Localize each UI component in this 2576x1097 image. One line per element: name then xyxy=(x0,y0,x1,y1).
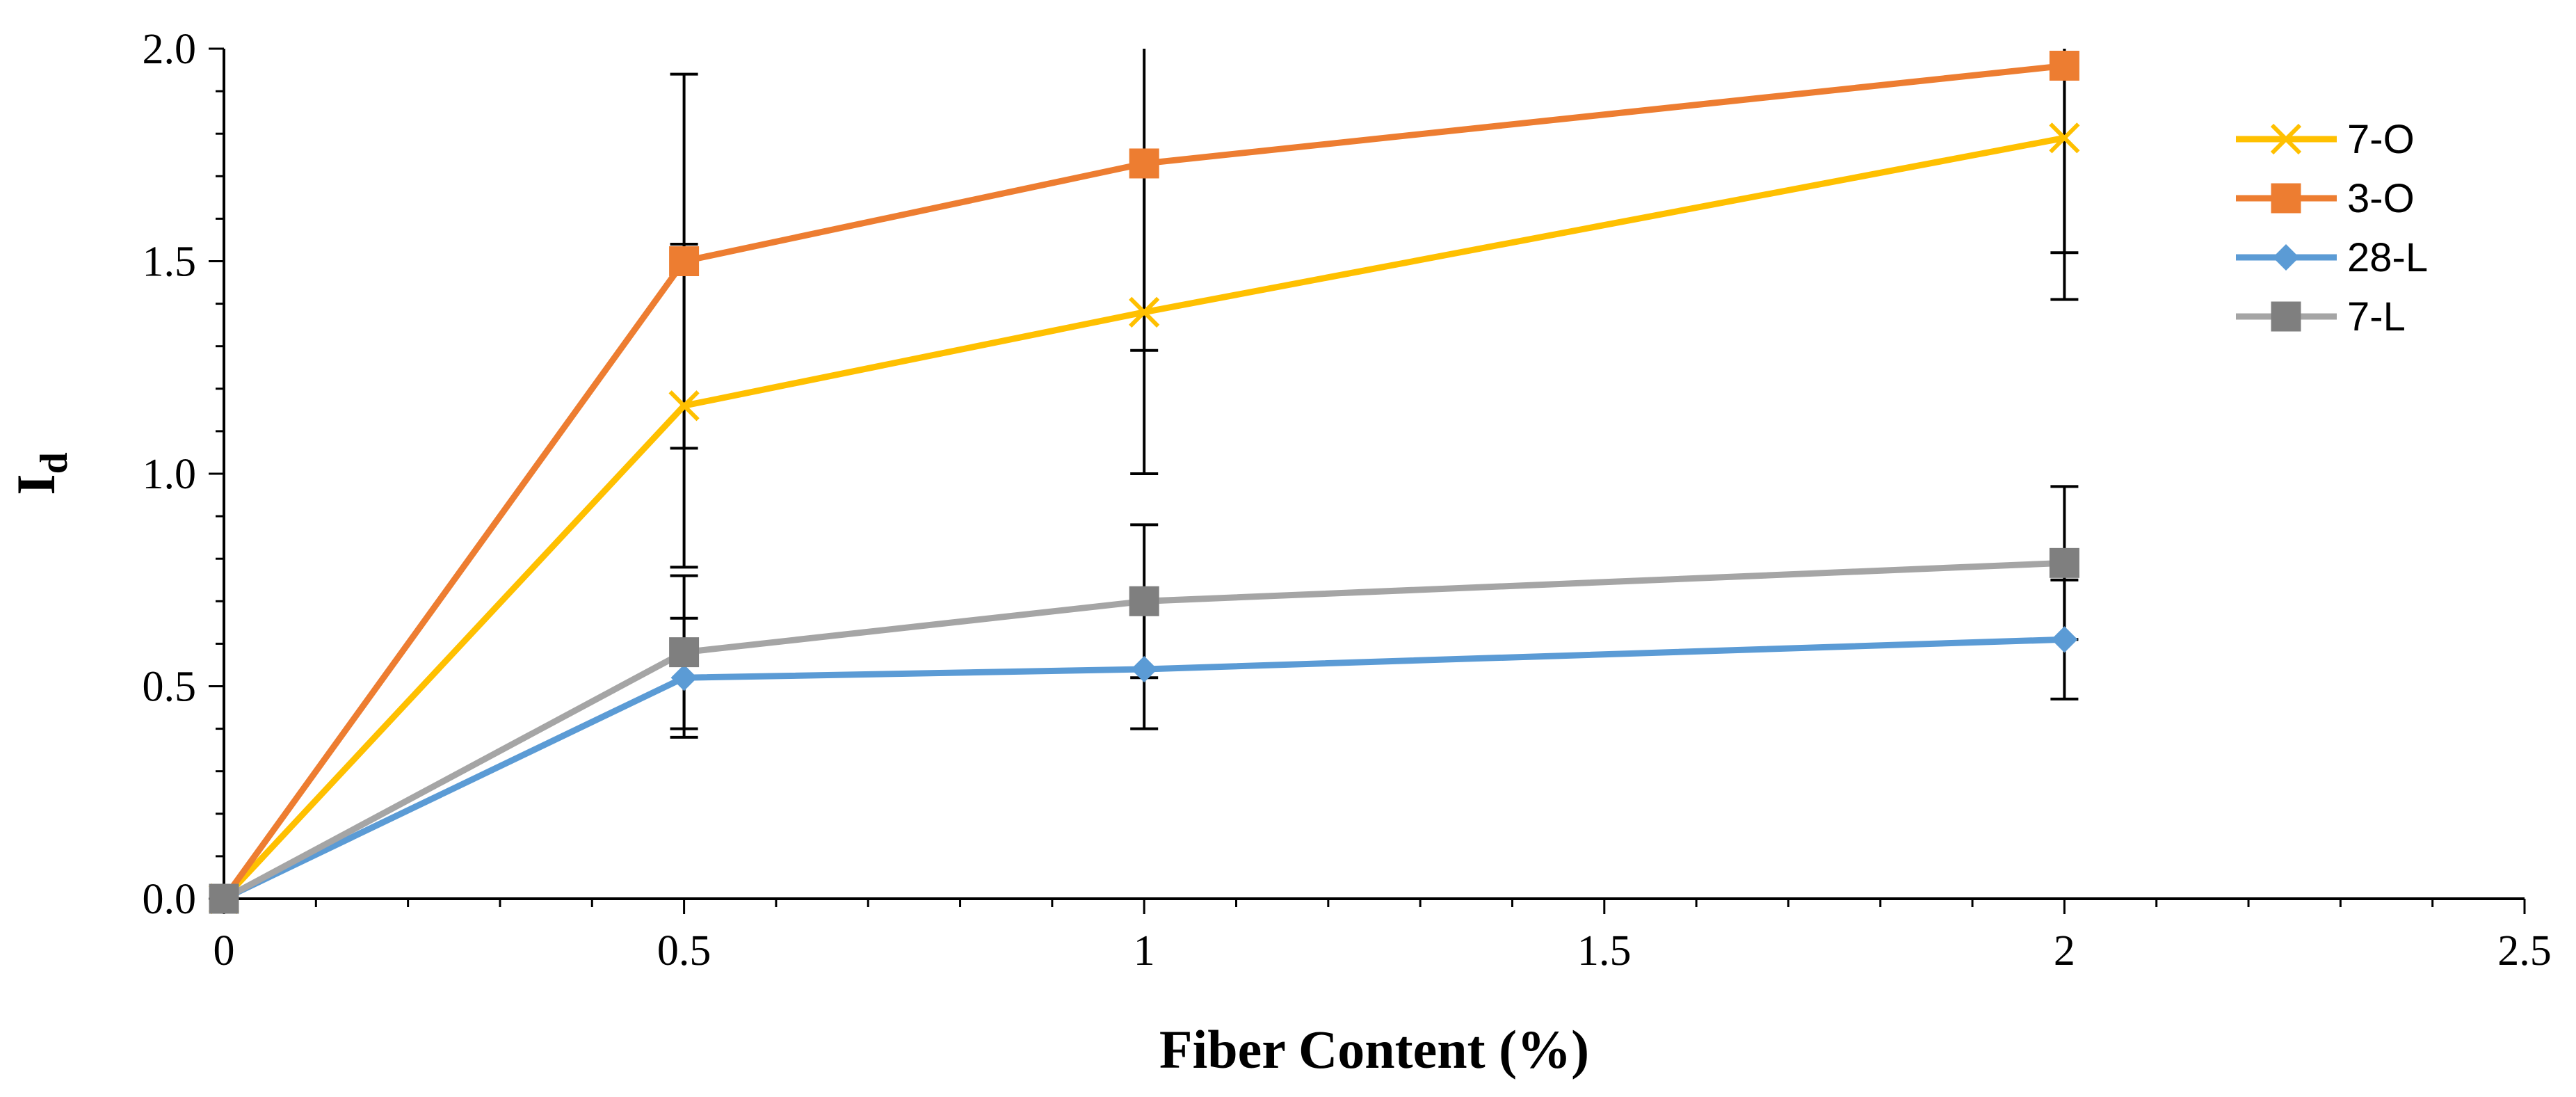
data-point-7-o xyxy=(668,390,700,422)
legend-item-3-o: 3-O xyxy=(2236,176,2415,221)
y-axis-title: Id xyxy=(6,452,76,495)
data-point-3-o xyxy=(2049,50,2079,81)
series-line-7-o xyxy=(221,134,2066,902)
x-tick-label: 1.5 xyxy=(1577,927,1632,975)
y-axis-title-subscript: d xyxy=(33,452,76,474)
tick-labels-layer: 0 0.5 1 1.5 2 2.5 0.0 0.5 1.0 1.5 2.0 xyxy=(143,26,2552,975)
legend-swatch-marker xyxy=(2271,301,2301,332)
legend-item-7-l: 7-L xyxy=(2236,294,2406,339)
series-markers-layer xyxy=(208,50,2080,915)
legend-label: 7-L xyxy=(2347,294,2406,339)
data-point-3-o xyxy=(1129,148,1159,179)
y-tick-label: 0.0 xyxy=(143,876,197,923)
data-point-7-l xyxy=(2049,547,2079,578)
legend-label: 7-O xyxy=(2347,117,2415,162)
data-point-7-l xyxy=(1129,586,1159,616)
data-point-7-o xyxy=(2049,122,2080,154)
data-point-28-l xyxy=(670,664,698,691)
series-line-3-o xyxy=(221,62,2065,901)
x-tick-label: 0 xyxy=(214,927,235,975)
error-bar-3-o xyxy=(1130,49,1159,352)
x-tick-label: 0.5 xyxy=(657,927,711,975)
legend: 7-O 3-O 28-L 7-L xyxy=(2236,117,2428,339)
x-marker-stroke xyxy=(2049,122,2080,154)
legend-label: 28-L xyxy=(2347,235,2428,280)
x-marker-stroke xyxy=(668,390,700,422)
x-marker-stroke xyxy=(2270,123,2302,155)
data-point-28-l xyxy=(1131,656,1158,683)
error-bars-layer xyxy=(670,49,2079,739)
x-marker-stroke xyxy=(1129,296,1160,328)
legend-swatch-marker xyxy=(2273,244,2299,271)
x-axis-title: Fiber Content (%) xyxy=(1159,1019,1589,1080)
series-line-7-l xyxy=(222,559,2065,902)
data-point-7-l xyxy=(669,637,700,668)
axes-layer xyxy=(209,47,2526,914)
y-tick-label: 0.5 xyxy=(143,664,197,711)
x-tick-label: 2.5 xyxy=(2497,927,2552,975)
legend-swatch-marker xyxy=(2271,183,2301,214)
x-tick-label: 2 xyxy=(2054,927,2075,975)
y-tick-label: 2.0 xyxy=(143,26,197,73)
x-tick-label: 1 xyxy=(1134,927,1155,975)
data-point-7-l xyxy=(209,883,239,914)
error-bar-3-o xyxy=(2050,49,2079,255)
legend-item-28-l: 28-L xyxy=(2236,235,2428,280)
y-tick-label: 1.0 xyxy=(143,451,197,498)
y-axis-title-main: I xyxy=(6,474,66,495)
legend-item-7-o: 7-O xyxy=(2236,117,2415,162)
data-point-7-o xyxy=(1129,296,1160,328)
series-line-28-l xyxy=(223,636,2065,902)
series-lines-layer xyxy=(221,62,2066,902)
data-point-28-l xyxy=(2051,626,2078,653)
legend-label: 3-O xyxy=(2347,176,2415,221)
legend-swatch-marker xyxy=(2270,123,2302,155)
y-tick-label: 1.5 xyxy=(143,239,197,286)
data-point-3-o xyxy=(669,246,700,276)
